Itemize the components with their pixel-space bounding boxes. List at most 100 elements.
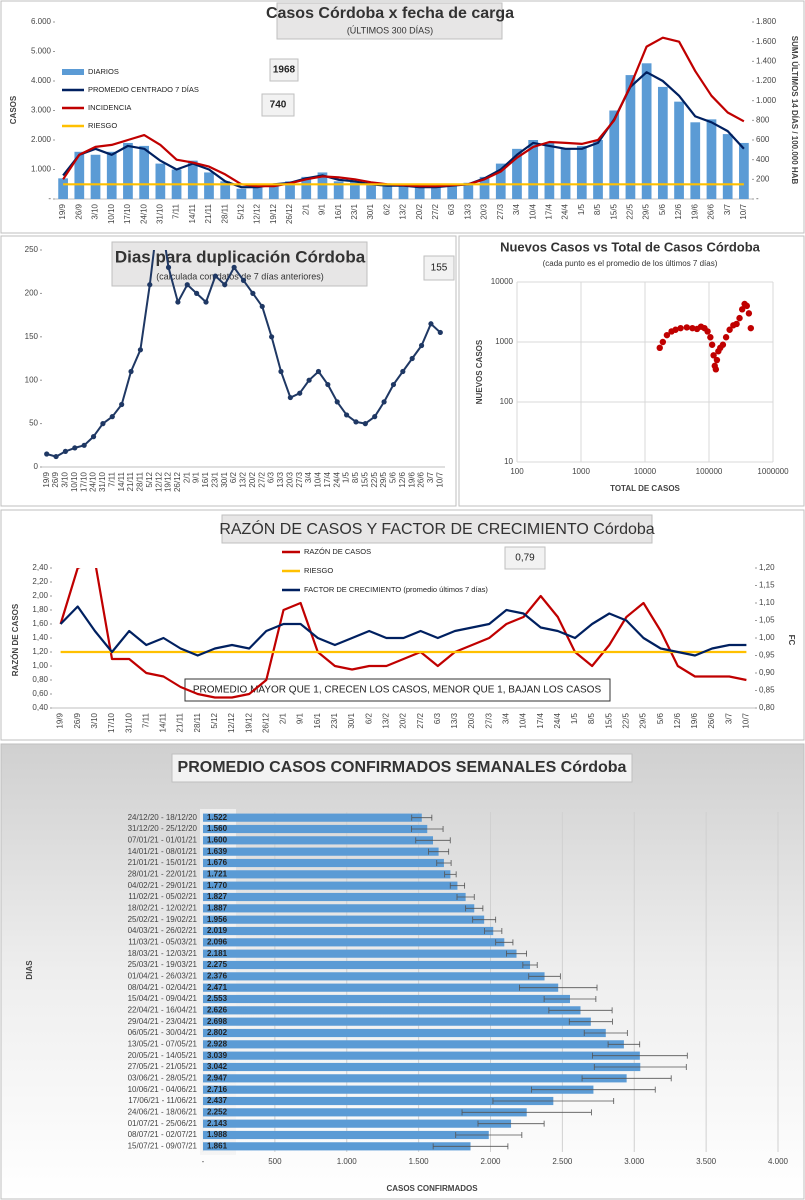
y-tick-label: 1,20 bbox=[32, 647, 48, 656]
point bbox=[212, 273, 218, 279]
x-tick-label: 10/10 bbox=[70, 471, 79, 492]
y-tick-label: 1,80 bbox=[32, 605, 48, 614]
value-label: 1.639 bbox=[207, 847, 228, 856]
value-label: 1.956 bbox=[207, 915, 228, 924]
y-tick-label: 2,00 bbox=[32, 591, 48, 600]
x-tick-label: 12/12 bbox=[154, 471, 163, 492]
x-tick-label: 6/2 bbox=[229, 471, 238, 483]
x-tick-label: 19/6 bbox=[690, 712, 699, 728]
bar bbox=[641, 63, 652, 199]
annotation: 155 bbox=[431, 263, 448, 274]
x-tick-label: 10000 bbox=[634, 467, 657, 476]
x-tick-label: 5/6 bbox=[389, 471, 398, 483]
x-tick-label: 27/2 bbox=[431, 203, 440, 219]
x-tick-label: 12/12 bbox=[253, 203, 262, 224]
bar bbox=[674, 101, 684, 199]
point bbox=[372, 414, 378, 420]
bar bbox=[285, 181, 295, 199]
line-series bbox=[59, 568, 747, 699]
point bbox=[175, 299, 181, 305]
value-label: 2.553 bbox=[207, 994, 228, 1003]
point bbox=[743, 302, 751, 310]
value-label: 2.019 bbox=[207, 926, 228, 935]
point bbox=[278, 368, 284, 375]
value-label: 1.600 bbox=[207, 835, 228, 844]
x-tick-label: 31/10 bbox=[124, 712, 133, 733]
bar bbox=[203, 858, 444, 868]
y-tick-label: 11/02/21 - 05/02/21 bbox=[128, 892, 197, 901]
bar bbox=[203, 870, 451, 879]
point bbox=[184, 282, 190, 288]
point bbox=[677, 324, 684, 332]
y-tick-label: 0,40 bbox=[32, 703, 48, 712]
x-tick-label: 26/12 bbox=[285, 203, 294, 224]
y-tick-label: 14/01/21 - 08/01/21 bbox=[128, 847, 198, 856]
line-series bbox=[59, 605, 747, 657]
y-axis-title: NUEVOS CASOS bbox=[475, 339, 484, 404]
y-tick-label: 1.600 bbox=[756, 37, 777, 46]
x-tick-label: 26/12 bbox=[261, 712, 270, 733]
bar bbox=[203, 836, 433, 845]
value-label: 2.802 bbox=[207, 1028, 228, 1037]
y-tick-label: 24/06/21 - 18/06/21 bbox=[128, 1107, 198, 1116]
y-tick-label: 1.000 bbox=[31, 165, 52, 174]
bar bbox=[203, 881, 458, 890]
y-tick-label: 04/03/21 - 26/02/21 bbox=[128, 926, 198, 935]
x-tick-label: 17/4 bbox=[544, 203, 553, 219]
value-label: 3.042 bbox=[207, 1062, 228, 1071]
point bbox=[745, 310, 753, 317]
legend-label: PROMEDIO CENTRADO 7 DÍAS bbox=[88, 85, 199, 94]
annotation: 1968 bbox=[273, 65, 296, 76]
point bbox=[353, 419, 359, 425]
x-tick-label: 3/10 bbox=[91, 203, 100, 219]
point bbox=[72, 445, 78, 451]
y-tick-label: 08/04/21 - 02/04/21 bbox=[128, 983, 198, 992]
value-label: 3.039 bbox=[207, 1051, 228, 1060]
x-tick-label: 23/1 bbox=[210, 471, 219, 487]
point bbox=[62, 448, 69, 454]
annotation-box bbox=[269, 58, 299, 82]
value-label: 1.861 bbox=[207, 1141, 228, 1150]
y-tick-label: 0 bbox=[34, 462, 39, 471]
legend-label: DIARIOS bbox=[88, 67, 119, 76]
x-tick-label: 9/1 bbox=[296, 712, 305, 724]
x-tick-label: 30/1 bbox=[220, 471, 229, 487]
point bbox=[656, 344, 663, 352]
x-tick-label: 8/5 bbox=[351, 471, 360, 483]
annotation-box bbox=[504, 546, 546, 570]
x-tick-label: 5/12 bbox=[210, 712, 219, 728]
y-tick-label: 1,60 bbox=[32, 619, 48, 628]
y-tick-label: 0,90 bbox=[759, 668, 775, 677]
x-tick-label: 8/5 bbox=[587, 712, 596, 724]
value-label: 2.928 bbox=[207, 1039, 228, 1048]
point bbox=[704, 328, 711, 335]
x-tick-label: 24/4 bbox=[332, 471, 341, 487]
x-tick-label: 4.000 bbox=[768, 1157, 789, 1166]
legend-label: RAZÓN DE CASOS bbox=[304, 547, 371, 556]
x-tick-label: 19/6 bbox=[690, 203, 699, 219]
point bbox=[203, 299, 209, 305]
x-tick-label: 3/7 bbox=[724, 712, 733, 724]
bar bbox=[187, 160, 198, 199]
y-tick-label: 1,00 bbox=[32, 661, 48, 670]
bar bbox=[203, 1028, 606, 1038]
x-tick-label: 3/7 bbox=[723, 203, 732, 215]
y-tick-label: 200 bbox=[25, 289, 39, 298]
x-tick-label: 13/3 bbox=[450, 712, 459, 728]
bar bbox=[560, 148, 571, 199]
x-tick-label: 17/10 bbox=[107, 712, 116, 733]
y-tick-label: 18/02/21 - 12/02/21 bbox=[128, 903, 198, 912]
bar bbox=[722, 134, 733, 199]
value-label: 2.626 bbox=[207, 1005, 228, 1014]
y-tick-label: 100 bbox=[500, 397, 514, 406]
bar bbox=[203, 915, 485, 924]
x-tick-label: 20/3 bbox=[480, 203, 489, 219]
x-tick-label: 10/4 bbox=[314, 471, 323, 487]
x-tick-label: 28/11 bbox=[193, 712, 202, 732]
x-tick-label: 13/2 bbox=[399, 203, 408, 219]
y-tick-label: 24/12/20 - 18/12/20 bbox=[128, 813, 198, 822]
bar bbox=[301, 176, 312, 199]
bar bbox=[203, 938, 505, 947]
x-tick-label: 26/12 bbox=[173, 471, 182, 492]
bar bbox=[220, 181, 231, 199]
